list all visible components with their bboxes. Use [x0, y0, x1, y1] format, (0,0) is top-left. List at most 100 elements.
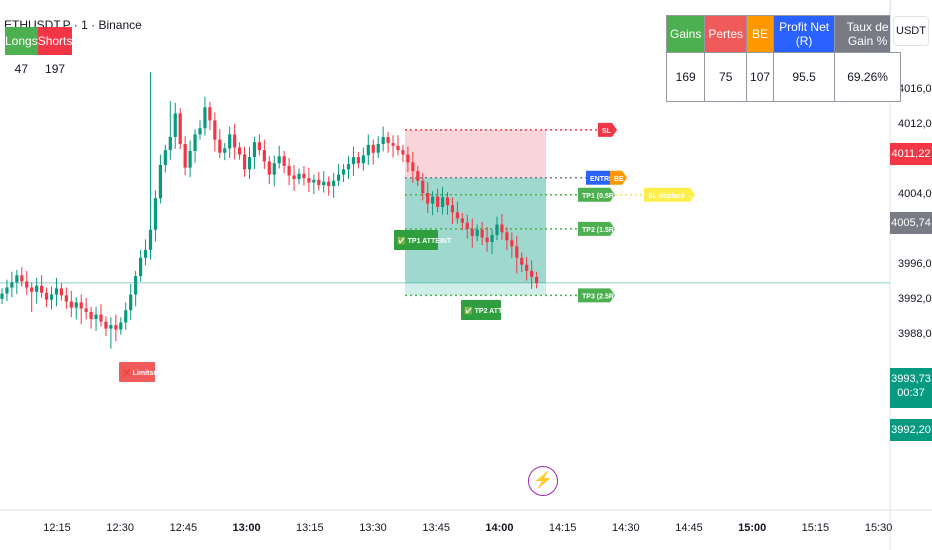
time-axis[interactable]: 12:15 12:30 12:45 13:00 13:15 13:30 13:45 14:00… — [43, 522, 892, 534]
risk-zone — [405, 129, 546, 178]
candle-body — [411, 162, 415, 172]
candle-body — [238, 147, 242, 155]
entry-tag: ENTRÉE — [586, 170, 619, 185]
x-tick-label: 12:30 — [106, 522, 134, 534]
candle-body — [203, 107, 207, 129]
x-tick-label: 12:15 — [43, 522, 71, 534]
candle-body — [470, 228, 474, 236]
candle-body — [292, 175, 296, 179]
candle-body — [515, 246, 519, 258]
current-price-tag: 3993,73 00:37 — [890, 368, 932, 408]
tp2-hit-label-text: ✅ TP2 ATTEINT — [464, 306, 519, 315]
x-tick-label: 13:15 — [296, 522, 324, 534]
candle-body — [139, 257, 143, 277]
tp2-tag-text: TP2 (1.5R) — [582, 227, 616, 234]
tp2-tag-bg — [578, 221, 615, 236]
candle-body — [44, 292, 49, 300]
limit-label: ❌ Limitsel — [119, 362, 159, 382]
gains-header: Gains — [665, 15, 706, 53]
candle-body — [297, 173, 301, 179]
tp3-tag: TP3 (2.5R) — [578, 288, 616, 303]
x-tick-label: 15:15 — [802, 522, 830, 534]
tp3-tag-bg — [578, 288, 615, 303]
candle-body — [322, 181, 326, 186]
candle-body — [262, 150, 266, 162]
candle-body — [356, 157, 360, 164]
sl-tag-bg — [598, 122, 617, 137]
lightning-icon[interactable]: ⚡ — [528, 466, 558, 496]
candle-body — [396, 145, 400, 151]
currency-button[interactable]: USDT — [893, 16, 929, 46]
tp1-tag-text: TP1 (0.5R) — [582, 193, 616, 200]
x-tick-label: 14:15 — [549, 522, 577, 534]
candle-body — [450, 205, 455, 213]
candle-body — [134, 276, 138, 295]
candle-body — [10, 282, 14, 288]
candle-body — [312, 179, 316, 183]
tp3-tag-text: TP3 (2.5R) — [582, 293, 616, 300]
winrate-header: Taux de Gain % — [834, 15, 902, 53]
gains-value: 169 — [665, 52, 706, 102]
candle-body — [119, 322, 123, 330]
candle-body — [208, 107, 212, 121]
be-value: 107 — [746, 52, 775, 102]
y-tick-label: 3996,00 — [898, 258, 932, 270]
x-tick-label: 14:00 — [485, 522, 513, 534]
tp1-tag-bg — [578, 187, 615, 202]
candle-body — [59, 288, 63, 296]
candle-body — [337, 174, 341, 181]
sl-moved-tag-bg — [644, 187, 695, 202]
candle-body — [178, 113, 182, 144]
candle-body — [480, 229, 484, 238]
candle-body — [455, 212, 459, 219]
candle-body — [25, 281, 29, 288]
candle-body — [242, 154, 247, 170]
tp1-hit-label-bg — [394, 230, 438, 250]
shorts-header: Shorts — [37, 27, 73, 55]
pertes-value: 75 — [704, 52, 748, 102]
longs-header: Longs — [5, 27, 38, 55]
candle-body — [20, 275, 24, 282]
x-tick-label: 13:45 — [422, 522, 450, 534]
x-tick-label: 15:00 — [738, 522, 766, 534]
candle-body — [391, 143, 395, 146]
candle-body — [436, 196, 440, 207]
longs-value: 47 — [14, 62, 29, 76]
candle-body — [282, 156, 286, 166]
candle-body — [416, 171, 420, 181]
candle-body — [460, 218, 464, 223]
candle-body — [247, 157, 252, 170]
candle-body — [406, 154, 410, 163]
candle-body — [376, 144, 380, 153]
y-tick-label: 4004,00 — [898, 188, 932, 200]
candle-body — [74, 302, 78, 308]
candle-body — [114, 325, 118, 330]
entry-tag-text: ENTRÉE — [590, 174, 619, 183]
candle-body — [307, 178, 311, 183]
tp2-hit-label: ✅ TP2 ATTEINT — [461, 300, 519, 320]
x-tick-label: 13:00 — [233, 522, 261, 534]
candle-body — [361, 155, 365, 164]
candle-body — [520, 257, 524, 265]
candle-body — [223, 148, 227, 153]
candle-body — [267, 161, 271, 175]
candle-body — [79, 302, 83, 309]
candle-body — [15, 275, 19, 283]
candle-body — [193, 134, 197, 151]
y-tick-label: 4016,00 — [898, 83, 932, 95]
candle-body — [173, 113, 177, 137]
candle-body — [84, 308, 88, 312]
be-tag-text: BE — [614, 176, 624, 183]
candle-body — [183, 144, 187, 168]
candle-body — [351, 157, 356, 165]
candle-body — [69, 301, 73, 308]
longs-shorts-table: Longs Shorts 47 197 — [5, 27, 73, 83]
candle-body — [317, 179, 321, 186]
candle-body — [302, 173, 306, 179]
candle-body — [535, 277, 539, 284]
candle-body — [431, 196, 435, 204]
candle-body — [54, 288, 59, 295]
candle-body — [124, 310, 128, 323]
profit-header: Profit Net (R) — [773, 15, 836, 53]
